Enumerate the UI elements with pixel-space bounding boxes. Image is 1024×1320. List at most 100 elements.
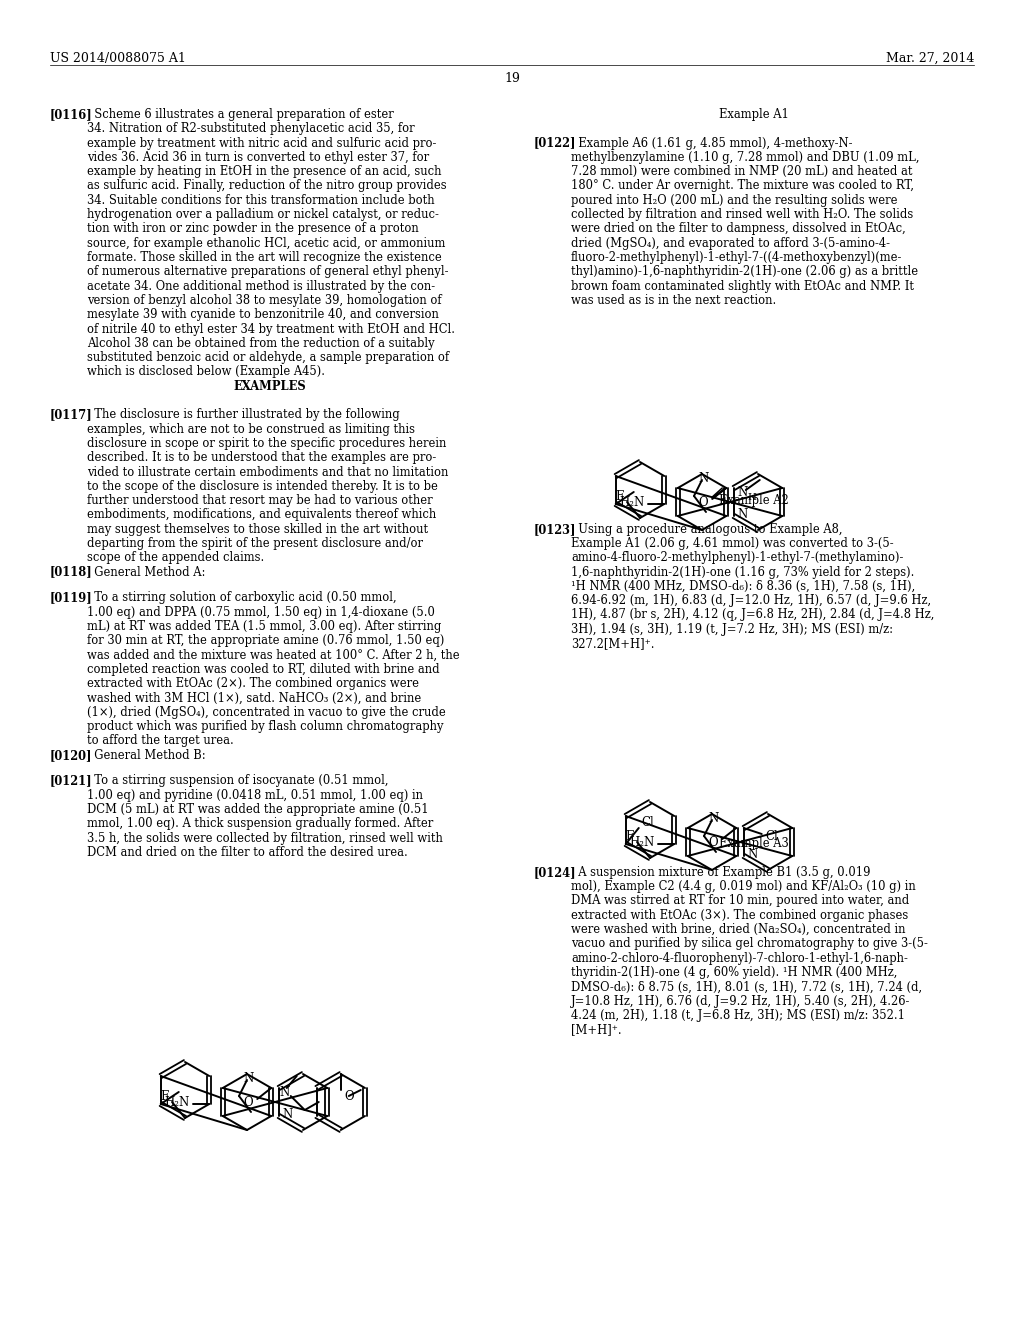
Text: poured into H₂O (200 mL) and the resulting solids were: poured into H₂O (200 mL) and the resulti… [571,194,897,207]
Text: was used as is in the next reaction.: was used as is in the next reaction. [571,294,776,308]
Text: F: F [626,829,634,842]
Text: Cl: Cl [766,829,778,842]
Text: brown foam contaminated slightly with EtOAc and NMP. It: brown foam contaminated slightly with Et… [571,280,914,293]
Text: were dried on the filter to dampness, dissolved in EtOAc,: were dried on the filter to dampness, di… [571,222,906,235]
Text: to the scope of the disclosure is intended thereby. It is to be: to the scope of the disclosure is intend… [87,479,438,492]
Text: examples, which are not to be construed as limiting this: examples, which are not to be construed … [87,422,415,436]
Text: mL) at RT was added TEA (1.5 mmol, 3.00 eq). After stirring: mL) at RT was added TEA (1.5 mmol, 3.00 … [87,620,441,634]
Text: 34. Suitable conditions for this transformation include both: 34. Suitable conditions for this transfo… [87,194,434,207]
Text: O: O [244,1096,253,1109]
Text: amino-4-fluoro-2-methylphenyl)-1-ethyl-7-(methylamino)-: amino-4-fluoro-2-methylphenyl)-1-ethyl-7… [571,552,903,565]
Text: H₂N: H₂N [164,1097,189,1110]
Text: N: N [709,812,719,825]
Text: methylbenzylamine (1.10 g, 7.28 mmol) and DBU (1.09 mL,: methylbenzylamine (1.10 g, 7.28 mmol) an… [571,150,920,164]
Text: N: N [244,1072,254,1085]
Text: [0123]: [0123] [534,523,577,536]
Text: Example A2: Example A2 [719,494,788,507]
Text: extracted with EtOAc (2×). The combined organics were: extracted with EtOAc (2×). The combined … [87,677,419,690]
Text: substituted benzoic acid or aldehyde, a sample preparation of: substituted benzoic acid or aldehyde, a … [87,351,450,364]
Text: N: N [748,847,758,861]
Text: acetate 34. One additional method is illustrated by the con-: acetate 34. One additional method is ill… [87,280,435,293]
Text: [0119]: [0119] [50,591,93,605]
Text: (1×), dried (MgSO₄), concentrated in vacuo to give the crude: (1×), dried (MgSO₄), concentrated in vac… [87,706,445,718]
Text: Example A3: Example A3 [719,837,788,850]
Text: Alcohol 38 can be obtained from the reduction of a suitably: Alcohol 38 can be obtained from the redu… [87,337,434,350]
Text: 327.2[M+H]⁺.: 327.2[M+H]⁺. [571,638,654,649]
Text: [0116]: [0116] [50,108,93,121]
Text: N: N [737,507,748,520]
Text: To a stirring solution of carboxylic acid (0.50 mmol,: To a stirring solution of carboxylic aci… [87,591,396,605]
Text: washed with 3M HCl (1×), satd. NaHCO₃ (2×), and brine: washed with 3M HCl (1×), satd. NaHCO₃ (2… [87,692,421,705]
Text: hydrogenation over a palladium or nickel catalyst, or reduc-: hydrogenation over a palladium or nickel… [87,209,439,222]
Text: scope of the appended claims.: scope of the appended claims. [87,552,264,565]
Text: extracted with EtOAc (3×). The combined organic phases: extracted with EtOAc (3×). The combined … [571,908,908,921]
Text: example by treatment with nitric acid and sulfuric acid pro-: example by treatment with nitric acid an… [87,136,436,149]
Text: To a stirring suspension of isocyanate (0.51 mmol,: To a stirring suspension of isocyanate (… [87,775,388,787]
Text: for 30 min at RT, the appropriate amine (0.76 mmol, 1.50 eq): for 30 min at RT, the appropriate amine … [87,634,444,647]
Text: J=10.8 Hz, 1H), 6.76 (d, J=9.2 Hz, 1H), 5.40 (s, 2H), 4.26-: J=10.8 Hz, 1H), 6.76 (d, J=9.2 Hz, 1H), … [571,994,910,1007]
Text: O: O [698,495,709,508]
Text: tion with iron or zinc powder in the presence of a proton: tion with iron or zinc powder in the pre… [87,222,419,235]
Text: to afford the target urea.: to afford the target urea. [87,734,233,747]
Text: mmol, 1.00 eq). A thick suspension gradually formed. After: mmol, 1.00 eq). A thick suspension gradu… [87,817,433,830]
Text: fluoro-2-methylphenyl)-1-ethyl-7-((4-methoxybenzyl)(me-: fluoro-2-methylphenyl)-1-ethyl-7-((4-met… [571,251,902,264]
Text: General Method B:: General Method B: [87,748,206,762]
Text: further understood that resort may be had to various other: further understood that resort may be ha… [87,494,432,507]
Text: 7.28 mmol) were combined in NMP (20 mL) and heated at: 7.28 mmol) were combined in NMP (20 mL) … [571,165,912,178]
Text: formate. Those skilled in the art will recognize the existence: formate. Those skilled in the art will r… [87,251,441,264]
Text: A suspension mixture of Example B1 (3.5 g, 0.019: A suspension mixture of Example B1 (3.5 … [571,866,870,879]
Text: thyl)amino)-1,6-naphthyridin-2(1H)-one (2.06 g) as a brittle: thyl)amino)-1,6-naphthyridin-2(1H)-one (… [571,265,919,279]
Text: embodiments, modifications, and equivalents thereof which: embodiments, modifications, and equivale… [87,508,436,521]
Text: version of benzyl alcohol 38 to mesylate 39, homologation of: version of benzyl alcohol 38 to mesylate… [87,294,441,308]
Text: 4.24 (m, 2H), 1.18 (t, J=6.8 Hz, 3H); MS (ESI) m/z: 352.1: 4.24 (m, 2H), 1.18 (t, J=6.8 Hz, 3H); MS… [571,1008,905,1022]
Text: Using a procedure analogous to Example A8,: Using a procedure analogous to Example A… [571,523,843,536]
Text: O: O [709,836,718,849]
Text: example by heating in EtOH in the presence of an acid, such: example by heating in EtOH in the presen… [87,165,441,178]
Text: N: N [280,1085,290,1098]
Text: DCM and dried on the filter to afford the desired urea.: DCM and dried on the filter to afford th… [87,846,408,859]
Text: [0117]: [0117] [50,408,93,421]
Text: General Method A:: General Method A: [87,565,206,578]
Text: departing from the spirit of the present disclosure and/or: departing from the spirit of the present… [87,537,423,550]
Text: product which was purified by flash column chromatography: product which was purified by flash colu… [87,719,443,733]
Text: DCM (5 mL) at RT was added the appropriate amine (0.51: DCM (5 mL) at RT was added the appropria… [87,803,429,816]
Text: 1.00 eq) and pyridine (0.0418 mL, 0.51 mmol, 1.00 eq) in: 1.00 eq) and pyridine (0.0418 mL, 0.51 m… [87,788,423,801]
Text: which is disclosed below (Example A45).: which is disclosed below (Example A45). [87,366,325,379]
Text: [0121]: [0121] [50,775,92,787]
Text: F: F [615,490,624,503]
Text: dried (MgSO₄), and evaporated to afford 3-(5-amino-4-: dried (MgSO₄), and evaporated to afford … [571,236,890,249]
Text: source, for example ethanolic HCl, acetic acid, or ammonium: source, for example ethanolic HCl, aceti… [87,236,445,249]
Text: H: H [748,494,757,503]
Text: Cl: Cl [642,816,654,829]
Text: F: F [161,1089,169,1102]
Text: were washed with brine, dried (Na₂SO₄), concentrated in: were washed with brine, dried (Na₂SO₄), … [571,923,905,936]
Text: 3.5 h, the solids were collected by filtration, rinsed well with: 3.5 h, the solids were collected by filt… [87,832,442,845]
Text: 6.94-6.92 (m, 1H), 6.83 (d, J=12.0 Hz, 1H), 6.57 (d, J=9.6 Hz,: 6.94-6.92 (m, 1H), 6.83 (d, J=12.0 Hz, 1… [571,594,931,607]
Text: [M+H]⁺.: [M+H]⁺. [571,1023,622,1036]
Text: The disclosure is further illustrated by the following: The disclosure is further illustrated by… [87,408,399,421]
Text: N: N [698,471,710,484]
Text: vides 36. Acid 36 in turn is converted to ethyl ester 37, for: vides 36. Acid 36 in turn is converted t… [87,150,429,164]
Text: [0122]: [0122] [534,136,577,149]
Text: [0120]: [0120] [50,748,92,762]
Text: of numerous alternative preparations of general ethyl phenyl-: of numerous alternative preparations of … [87,265,449,279]
Text: mesylate 39 with cyanide to benzonitrile 40, and conversion: mesylate 39 with cyanide to benzonitrile… [87,308,439,321]
Text: amino-2-chloro-4-fluorophenyl)-7-chloro-1-ethyl-1,6-naph-: amino-2-chloro-4-fluorophenyl)-7-chloro-… [571,952,908,965]
Text: was added and the mixture was heated at 100° C. After 2 h, the: was added and the mixture was heated at … [87,648,460,661]
Text: of nitrile 40 to ethyl ester 34 by treatment with EtOH and HCl.: of nitrile 40 to ethyl ester 34 by treat… [87,322,455,335]
Text: [0118]: [0118] [50,565,93,578]
Text: collected by filtration and rinsed well with H₂O. The solids: collected by filtration and rinsed well … [571,209,913,222]
Text: DMSO-d₆): δ 8.75 (s, 1H), 8.01 (s, 1H), 7.72 (s, 1H), 7.24 (d,: DMSO-d₆): δ 8.75 (s, 1H), 8.01 (s, 1H), … [571,981,923,993]
Text: 1,6-naphthyridin-2(1H)-one (1.16 g, 73% yield for 2 steps).: 1,6-naphthyridin-2(1H)-one (1.16 g, 73% … [571,565,914,578]
Text: 180° C. under Ar overnight. The mixture was cooled to RT,: 180° C. under Ar overnight. The mixture … [571,180,914,193]
Text: 19: 19 [504,73,520,84]
Text: H₂N: H₂N [629,837,654,850]
Text: N: N [737,486,748,499]
Text: vided to illustrate certain embodiments and that no limitation: vided to illustrate certain embodiments … [87,466,449,479]
Text: 1H), 4.87 (br s, 2H), 4.12 (q, J=6.8 Hz, 2H), 2.84 (d, J=4.8 Hz,: 1H), 4.87 (br s, 2H), 4.12 (q, J=6.8 Hz,… [571,609,934,622]
Text: US 2014/0088075 A1: US 2014/0088075 A1 [50,51,186,65]
Text: H₂N: H₂N [618,496,644,510]
Text: EXAMPLES: EXAMPLES [233,380,306,393]
Text: may suggest themselves to those skilled in the art without: may suggest themselves to those skilled … [87,523,428,536]
Text: Mar. 27, 2014: Mar. 27, 2014 [886,51,974,65]
